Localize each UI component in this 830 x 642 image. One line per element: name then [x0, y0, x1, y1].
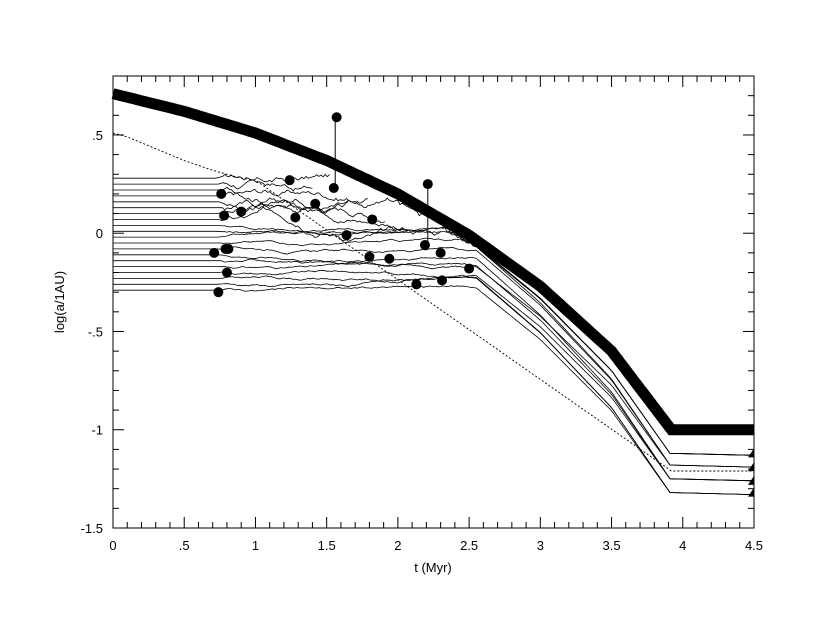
orbit-track: [113, 285, 755, 495]
protoplanet-point: [223, 243, 234, 254]
x-tick-label: 1: [252, 538, 259, 553]
inner-edge-curve: [111, 88, 754, 436]
x-tick-label: 4: [679, 538, 686, 553]
x-tick-label: 4.5: [745, 538, 763, 553]
orbit-track: [113, 197, 424, 217]
protoplanet-point: [331, 112, 342, 123]
dotted-track: [112, 132, 754, 472]
y-tick-label: .5: [92, 128, 103, 143]
orbit-track: [113, 227, 755, 456]
protoplanet-point: [464, 263, 475, 274]
protoplanet-point: [411, 279, 422, 290]
final-planet-marker: [748, 448, 754, 458]
orbit-track: [113, 173, 313, 192]
x-tick-label: 0: [109, 538, 116, 553]
y-tick-label: -.5: [88, 324, 103, 339]
protoplanet-point: [422, 179, 433, 190]
orbit-track: [113, 261, 755, 482]
protoplanet-point: [384, 253, 395, 264]
protoplanet-point: [367, 214, 378, 225]
protoplanet-point: [284, 175, 295, 186]
orbit-track: [113, 237, 755, 468]
protoplanet-point: [290, 212, 301, 223]
orbit-track: [113, 188, 369, 205]
protoplanet-point: [221, 267, 232, 278]
protoplanet-point: [364, 251, 375, 262]
y-tick-label: 0: [96, 226, 103, 241]
protoplanet-point: [219, 210, 230, 221]
protoplanet-point: [341, 230, 352, 241]
y-axis-label: log(a/1AU): [52, 271, 67, 333]
x-axis-label: t (Myr): [414, 560, 452, 575]
x-tick-label: 3: [537, 538, 544, 553]
orbit-track: [113, 256, 755, 482]
protoplanet-point: [213, 287, 224, 298]
orbit-track: [113, 269, 755, 482]
x-tick-label: .5: [179, 538, 190, 553]
orbit-track: [113, 206, 441, 242]
plot-frame: [112, 75, 755, 529]
orbit-track: [113, 173, 330, 190]
protoplanet-point: [216, 188, 227, 199]
protoplanet-point: [435, 247, 446, 258]
x-tick-label: 2: [394, 538, 401, 553]
y-tick-label: -1: [91, 423, 103, 438]
protoplanet-point: [236, 206, 247, 217]
protoplanet-point: [310, 198, 321, 209]
x-tick-label: 2.5: [460, 538, 478, 553]
orbit-track: [113, 246, 755, 468]
orbit-track: [113, 274, 755, 495]
protoplanet-point: [328, 183, 339, 194]
protoplanet-point: [419, 240, 430, 251]
final-planet-marker: [748, 475, 754, 485]
protoplanet-point: [437, 275, 448, 286]
orbit-track: [113, 254, 755, 468]
orbit-track: [113, 230, 755, 456]
protoplanet-point: [209, 247, 220, 258]
y-tick-label: -1.5: [81, 521, 103, 536]
x-tick-label: 1.5: [318, 538, 336, 553]
final-planet-marker: [748, 487, 754, 497]
x-tick-label: 3.5: [603, 538, 621, 553]
